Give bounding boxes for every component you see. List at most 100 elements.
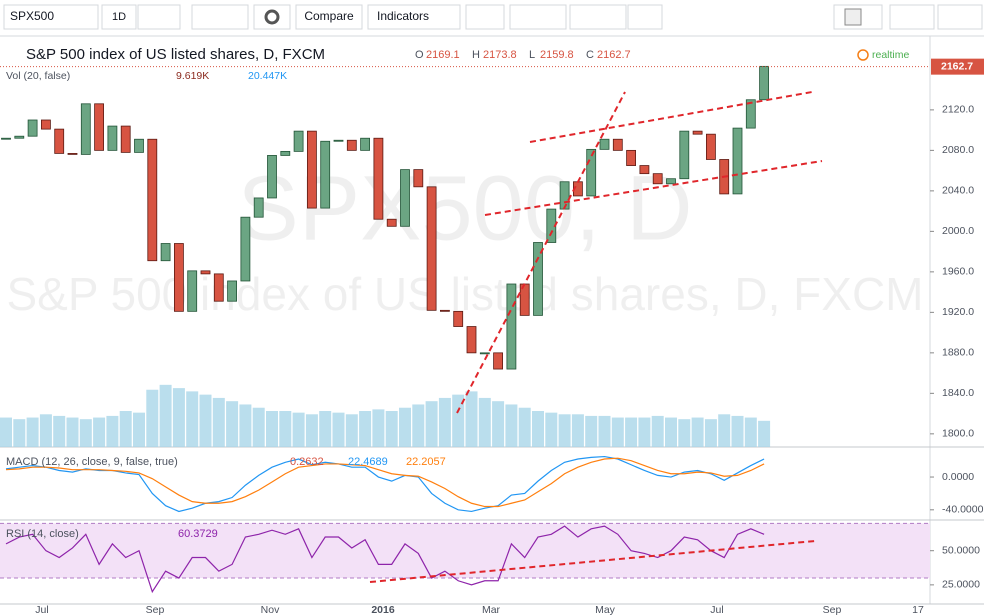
y-tick-label: 1880.0	[942, 347, 974, 359]
volume-bar	[598, 415, 611, 447]
candle	[41, 119, 51, 130]
compare-button[interactable]	[295, 4, 363, 30]
volume-bar	[425, 401, 438, 447]
candle	[453, 310, 464, 327]
symbol-box[interactable]	[3, 4, 99, 30]
y-tick-label: 25.0000	[942, 579, 980, 591]
volume-legend: 20.447K	[248, 70, 287, 82]
volume-bar	[731, 415, 744, 447]
candle	[626, 149, 636, 166]
gear-icon	[264, 9, 280, 25]
interval-button[interactable]	[101, 4, 137, 30]
candle	[413, 169, 424, 188]
candle	[293, 130, 304, 152]
volume-bar	[359, 411, 372, 447]
volume-bar	[704, 419, 717, 447]
indicator-line	[5, 457, 765, 508]
volume-bar	[199, 394, 212, 447]
volume-bar	[691, 417, 704, 447]
compare[interactable]: Compare	[304, 9, 354, 23]
indicator-line	[5, 455, 765, 513]
candle	[320, 140, 331, 209]
trend-lines	[369, 91, 823, 583]
candle	[213, 273, 224, 302]
symbol[interactable]: SPX500	[10, 9, 54, 23]
volume-bar	[638, 417, 651, 447]
indicator-legend: 60.3729	[178, 528, 218, 540]
settings-button[interactable]	[253, 4, 291, 30]
volume-bar	[465, 391, 478, 447]
volume-bar	[332, 412, 345, 447]
indicator-legend: 22.2057	[406, 456, 446, 468]
candle	[439, 309, 450, 312]
candle	[373, 137, 384, 220]
cloud-save[interactable]	[937, 4, 983, 30]
candle	[27, 119, 38, 137]
indicators-button[interactable]	[367, 4, 461, 30]
volume-bar	[106, 415, 119, 447]
interval[interactable]: 1D	[112, 11, 126, 23]
fullscreen-button[interactable]	[627, 4, 663, 30]
volume-bar	[0, 417, 12, 447]
volume-bar	[252, 407, 265, 447]
x-tick-label: Nov	[261, 604, 280, 616]
volume-bar	[159, 384, 172, 447]
y-tick-label: 2040.0	[942, 185, 974, 197]
volume-bar	[305, 414, 318, 447]
candle	[493, 352, 504, 370]
pane-title: MACD (12, 26, close, 9, false, true)	[6, 456, 178, 468]
x-tick-label: 2016	[371, 604, 395, 616]
bulb-button[interactable]	[509, 4, 567, 30]
volume-bar	[133, 412, 145, 447]
volume-bar	[292, 412, 305, 447]
candle	[333, 139, 344, 142]
candle	[306, 130, 317, 209]
volume-bar	[625, 417, 638, 447]
chart-type-button[interactable]	[191, 4, 249, 30]
candle	[692, 130, 703, 135]
volume-bar	[558, 414, 571, 447]
alert-button[interactable]	[465, 4, 505, 30]
more-button[interactable]	[137, 4, 181, 30]
candle	[227, 280, 238, 302]
volume-legend: 9.619K	[176, 70, 209, 82]
volume-bar	[13, 419, 26, 447]
y-tick-label: 1960.0	[942, 266, 974, 278]
volume-bar	[438, 397, 451, 447]
candle	[267, 155, 277, 199]
volume-bar	[651, 415, 664, 447]
volume-bar	[385, 411, 398, 447]
candle	[679, 130, 690, 180]
volume-bar	[119, 411, 132, 447]
ohlc-value: 2162.7	[597, 49, 631, 61]
volume-bar	[412, 404, 425, 447]
trend-line	[484, 160, 823, 216]
status: realtime	[872, 49, 910, 61]
ohlc-value: 2173.8	[483, 49, 517, 61]
indicators[interactable]: Indicators	[377, 9, 429, 23]
volume-bar	[279, 411, 292, 447]
trend-line	[369, 540, 816, 583]
undo-redo[interactable]	[569, 4, 627, 30]
volume-bar	[718, 414, 731, 447]
candle	[253, 197, 264, 218]
status-icon	[857, 49, 869, 61]
volume-bar	[505, 404, 518, 447]
ohlc-key: H	[472, 49, 480, 61]
ohlc-key: O	[415, 49, 424, 61]
volume-bar	[146, 389, 159, 447]
volume-bar	[678, 419, 691, 447]
ohlc-value: 2159.8	[540, 49, 574, 61]
ohlc-value: 2169.1	[426, 49, 460, 61]
candle	[54, 128, 65, 154]
candle	[386, 218, 397, 227]
cloud-load[interactable]	[889, 4, 935, 30]
candle	[599, 138, 610, 150]
volume-bar	[611, 417, 624, 447]
volume-bar	[186, 391, 199, 447]
candle	[120, 125, 131, 153]
volume-bar	[492, 401, 505, 447]
pane-title: S&P 500 index of US listed shares, D, FX…	[26, 46, 325, 63]
